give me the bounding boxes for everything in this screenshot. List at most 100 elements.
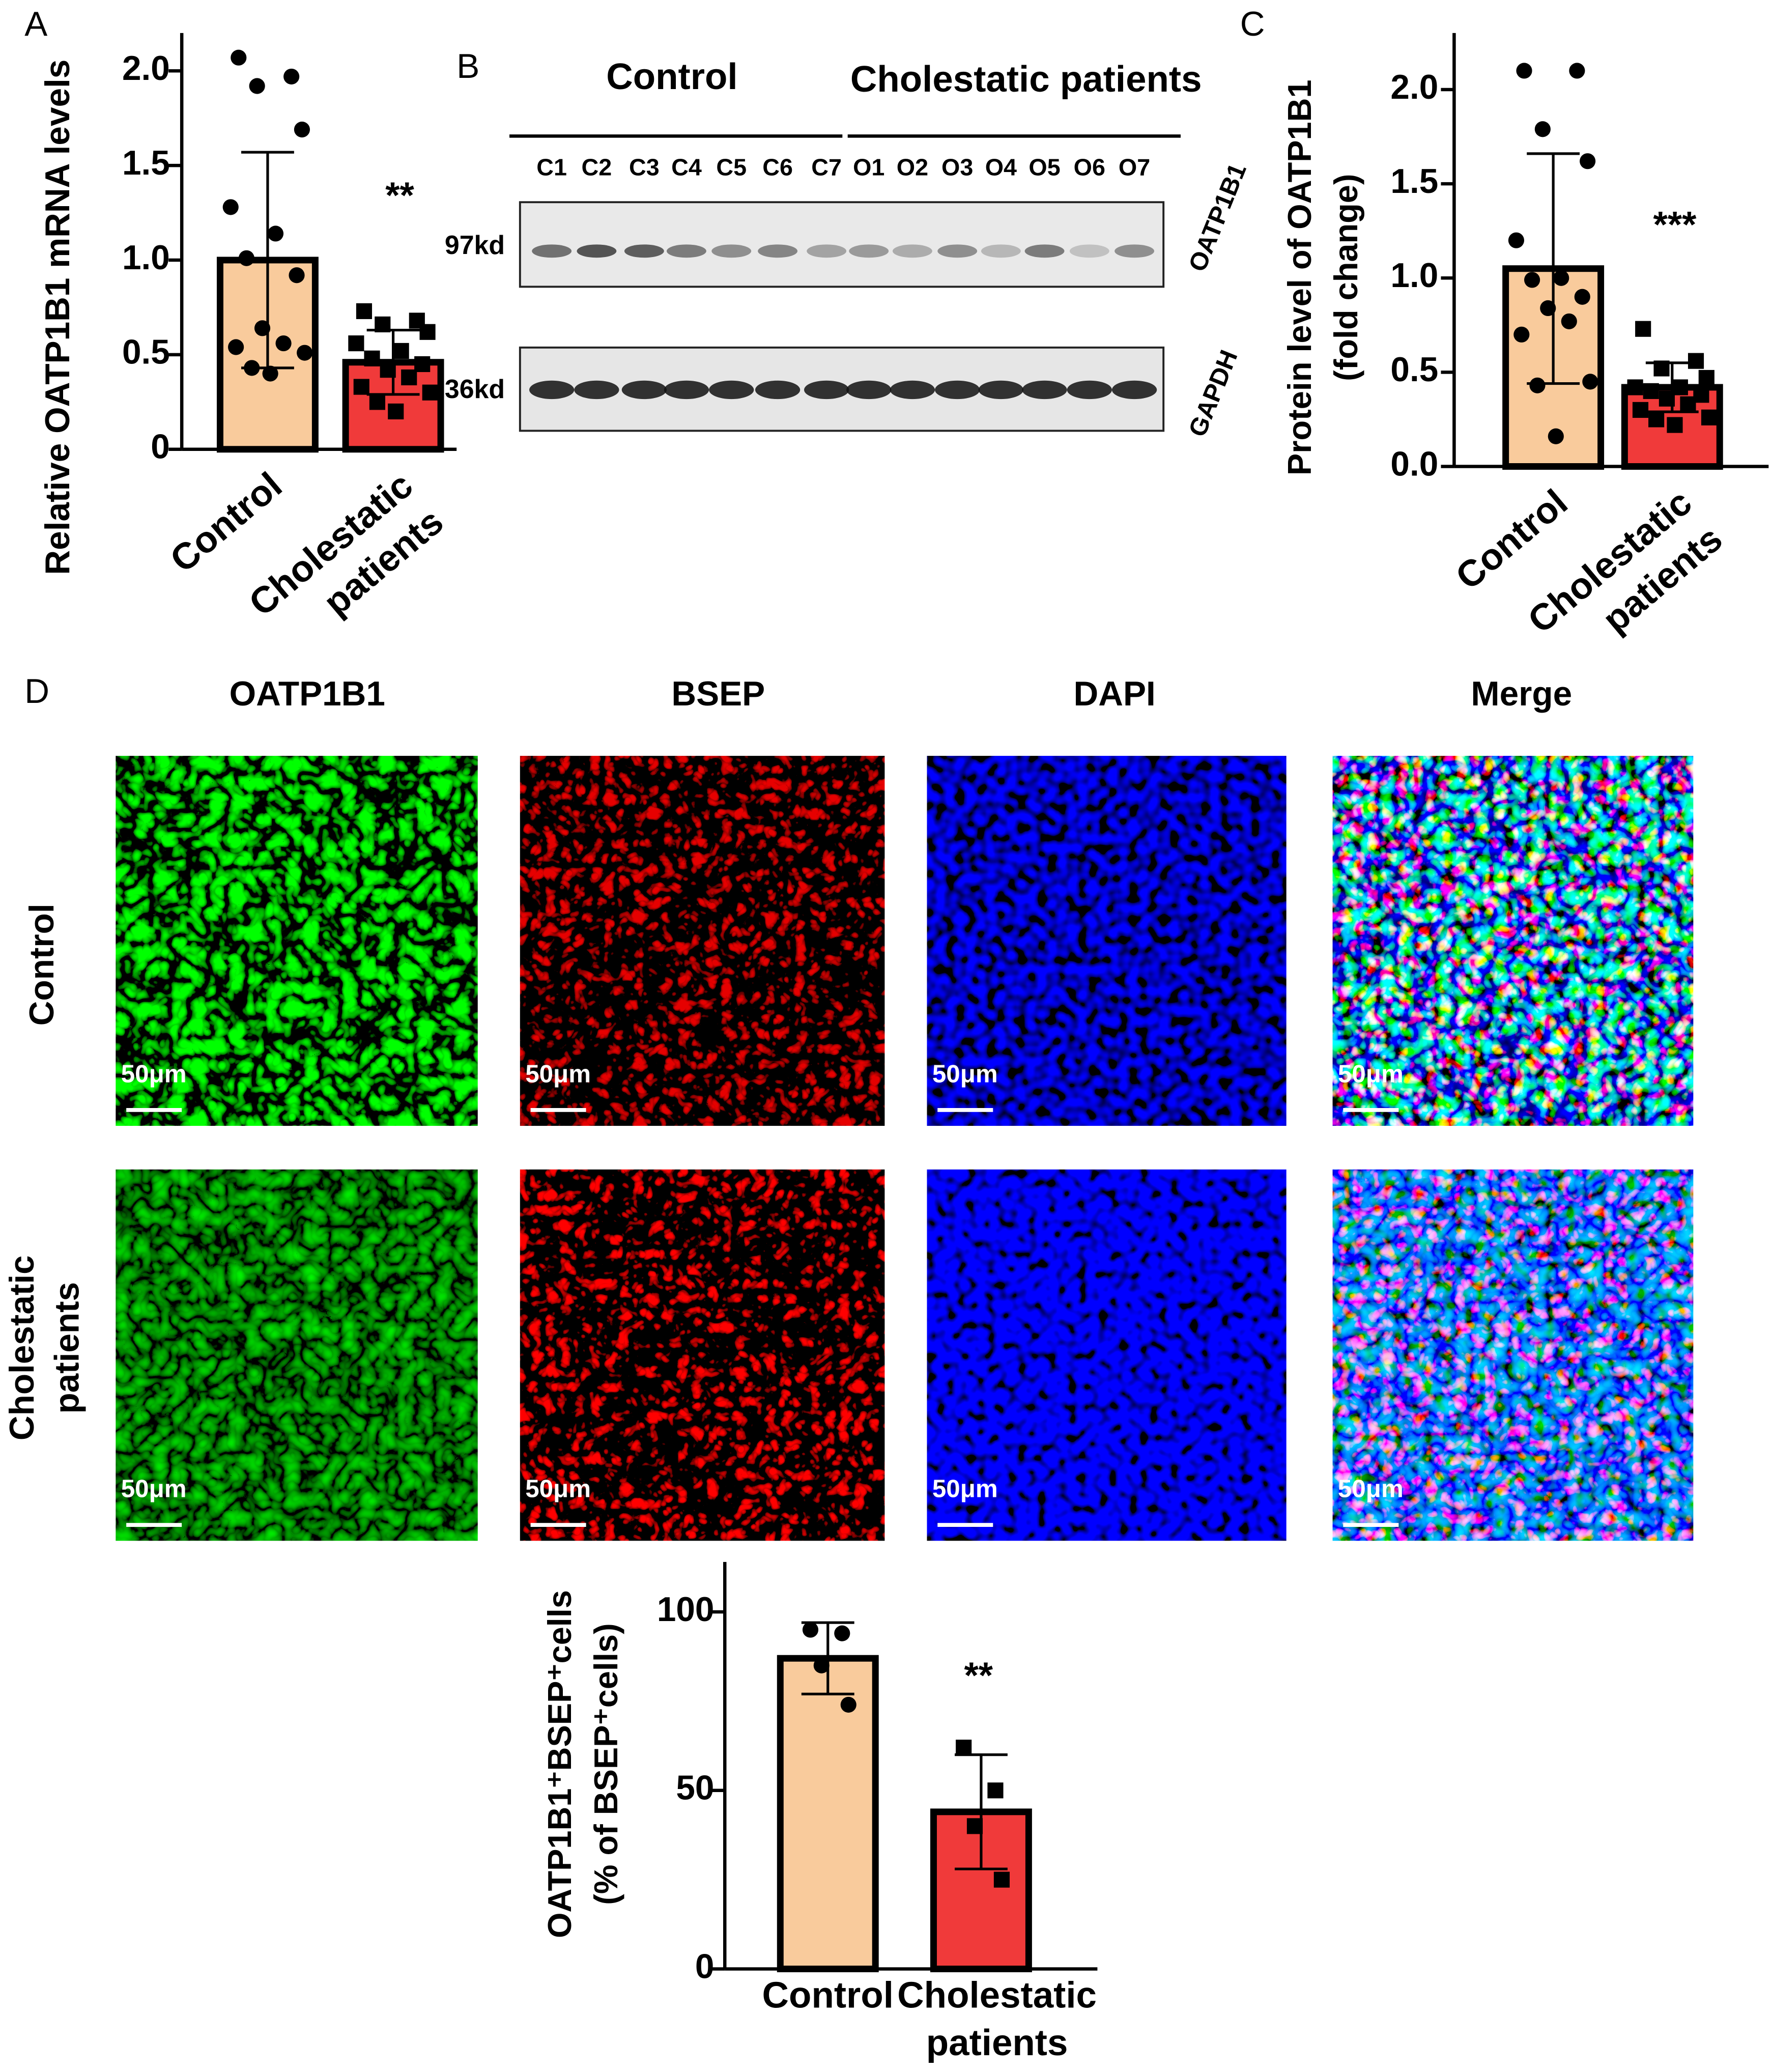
- data-point: [1508, 232, 1525, 248]
- x-tick-label: Control: [162, 465, 290, 581]
- fluorescence-layer: [520, 1169, 885, 1541]
- data-point: [267, 225, 284, 242]
- data-point: [1698, 370, 1714, 386]
- blot-membrane: [519, 201, 1165, 288]
- data-point: [802, 1622, 819, 1638]
- blot-band: [621, 380, 667, 400]
- y-axis-label: Relative OATP1B1 mRNA levels: [39, 60, 77, 575]
- y-tick-label: 1.0: [122, 239, 170, 277]
- data-point: [275, 335, 292, 352]
- y-tick-label: 0.5: [1390, 351, 1438, 389]
- fluorescence-layer: [927, 756, 1287, 1126]
- y-tick-label: 0.0: [1390, 445, 1438, 483]
- marker-label: 97kd: [445, 231, 505, 260]
- data-point: [956, 1740, 972, 1756]
- blot-band: [849, 244, 889, 258]
- blot-band: [935, 380, 980, 400]
- y-axis-label: Protein level of OATP1B1: [1281, 79, 1318, 475]
- y-tick-label: 1.5: [122, 144, 170, 182]
- data-point: [249, 78, 265, 94]
- y-axis-label: OATP1B1⁺BSEP⁺cells: [541, 1590, 578, 1938]
- blot-band: [664, 380, 709, 400]
- y-tick-label: 0: [695, 1947, 714, 1985]
- x-tick-label: Control: [762, 1975, 894, 2016]
- y-tick-label: 100: [657, 1591, 714, 1629]
- blot-band: [981, 244, 1021, 258]
- y-axis-label: (% of BSEP⁺cells): [587, 1623, 624, 1905]
- data-point: [1574, 289, 1590, 305]
- y-tick-label: 0: [151, 428, 170, 466]
- bar: [777, 1655, 879, 1972]
- lane-label: O4: [985, 154, 1017, 181]
- lane-label: O5: [1028, 154, 1060, 181]
- data-point: [297, 345, 313, 361]
- data-point: [1513, 326, 1530, 343]
- data-point: [1553, 270, 1569, 286]
- channel-label: OATP1B1: [230, 675, 385, 713]
- blot-band: [574, 380, 619, 400]
- blot-band: [892, 244, 932, 258]
- data-point: [1534, 121, 1551, 137]
- data-point: [356, 303, 373, 319]
- lane-label: C3: [629, 154, 660, 181]
- scale-bar-label: 50μm: [1338, 1475, 1404, 1503]
- y-tick-label: 0.5: [122, 333, 170, 372]
- data-point: [1680, 396, 1696, 412]
- panel-label: A: [24, 5, 47, 43]
- fluorescence-layer: [116, 756, 478, 1126]
- fluorescence-layer: [927, 1169, 1287, 1541]
- data-point: [966, 1818, 983, 1834]
- protein-label: OATP1B1: [1183, 159, 1252, 275]
- fluorescence-layer: [520, 756, 885, 1126]
- data-point: [1643, 383, 1659, 399]
- micrograph: 50μm: [520, 756, 885, 1126]
- y-axis-label: (fold change): [1327, 174, 1364, 381]
- data-point: [254, 320, 271, 336]
- channel-label: Merge: [1471, 675, 1572, 713]
- bar-chart: 0 50 100 OATP1B1⁺BSEP⁺cells (% of BSEP⁺cells…: [541, 1562, 1098, 2063]
- lane-label: C4: [671, 154, 702, 181]
- lane-label: C1: [536, 154, 567, 181]
- lane-label: O2: [897, 154, 928, 181]
- data-point: [419, 324, 436, 340]
- scale-bar-label: 50μm: [525, 1060, 591, 1088]
- y-tick-label: 50: [676, 1769, 714, 1807]
- micrograph: 50μm: [1332, 1169, 1694, 1541]
- data-point: [1548, 428, 1564, 444]
- micrograph: 50μm: [927, 1169, 1287, 1541]
- scale-bar-label: 50μm: [932, 1475, 998, 1503]
- lane-label: O1: [853, 154, 884, 181]
- lane-label: C6: [762, 154, 793, 181]
- panel-label: B: [456, 47, 479, 86]
- data-point: [369, 394, 386, 410]
- data-point: [364, 350, 380, 366]
- data-point: [1635, 321, 1651, 337]
- blot-band: [978, 380, 1024, 400]
- blot-band: [577, 244, 617, 258]
- data-point: [262, 365, 278, 382]
- y-tick-label: 2.0: [1390, 68, 1438, 106]
- blot-band: [1067, 380, 1112, 400]
- data-point: [228, 339, 244, 355]
- data-point: [393, 343, 409, 359]
- data-point: [1540, 300, 1556, 317]
- blot-band: [709, 380, 754, 400]
- western-blot: Control Cholestatic patients 97kd 36kd O…: [445, 56, 1252, 441]
- blot-band: [937, 244, 978, 258]
- data-point: [1667, 417, 1683, 433]
- data-point: [348, 335, 364, 352]
- blot-band: [755, 380, 801, 400]
- fluorescence-layer: [1332, 756, 1694, 1126]
- blot-band: [890, 380, 935, 400]
- data-point: [380, 362, 396, 378]
- blot-band: [624, 244, 664, 258]
- data-point: [1659, 390, 1675, 407]
- data-point: [1653, 360, 1670, 377]
- group-label: Cholestatic patients: [850, 59, 1202, 100]
- blot-band: [1024, 244, 1065, 258]
- micrograph: 50μm: [116, 1169, 478, 1541]
- data-point: [414, 356, 431, 373]
- significance: ***: [1653, 204, 1697, 245]
